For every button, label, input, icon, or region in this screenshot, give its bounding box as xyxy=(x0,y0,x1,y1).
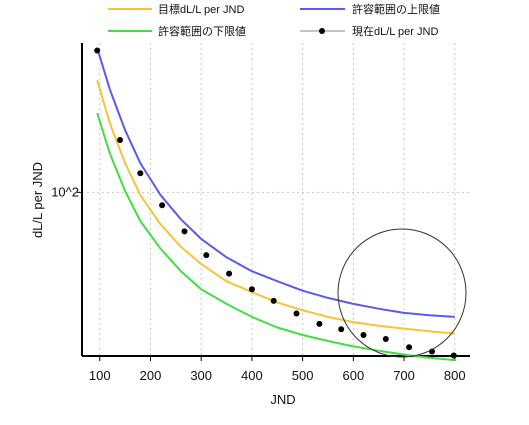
x-tick-label: 200 xyxy=(140,368,162,383)
series-layer xyxy=(94,47,457,362)
legend-marker-current xyxy=(319,28,325,34)
legend-label-target: 目標dL/L per JND xyxy=(158,2,244,16)
data-point xyxy=(226,270,233,277)
y-axis-title: dL/L per JND xyxy=(30,162,45,238)
axes: 100 200 300 400 500 600 700 800 10^2 xyxy=(51,43,470,383)
data-point xyxy=(338,326,345,333)
data-point xyxy=(203,252,210,259)
legend-label-lower: 許容範囲の下限値 xyxy=(158,24,246,38)
x-tick-label: 500 xyxy=(292,368,314,383)
grid xyxy=(82,43,470,356)
data-point xyxy=(406,344,413,351)
x-tick-label: 100 xyxy=(89,368,111,383)
x-tick-label: 800 xyxy=(444,368,466,383)
x-axis-title: JND xyxy=(270,392,295,407)
series-line-2 xyxy=(96,112,455,362)
legend-label-current: 現在dL/L per JND xyxy=(352,25,438,38)
data-point xyxy=(293,310,300,317)
x-tick-label: 400 xyxy=(241,368,263,383)
data-point xyxy=(94,47,101,54)
highlight-circle xyxy=(337,228,467,358)
data-point xyxy=(159,202,166,209)
data-point xyxy=(117,137,123,143)
data-point xyxy=(382,336,389,342)
legend: 目標dL/L per JND 許容範囲の上限値 許容範囲の下限値 現在dL/L … xyxy=(108,2,440,38)
x-tick-label: 700 xyxy=(393,368,415,383)
data-point xyxy=(360,332,367,338)
data-point xyxy=(316,320,323,327)
data-point xyxy=(270,297,277,304)
y-tick-label: 10^2 xyxy=(51,184,79,199)
data-point xyxy=(137,170,144,177)
data-point xyxy=(248,286,255,293)
x-tick-label: 300 xyxy=(190,368,212,383)
series-line-1 xyxy=(96,47,455,318)
x-tick-label: 600 xyxy=(342,368,364,383)
data-point xyxy=(450,352,457,359)
data-point xyxy=(181,228,188,235)
legend-label-upper: 許容範囲の上限値 xyxy=(352,2,440,16)
